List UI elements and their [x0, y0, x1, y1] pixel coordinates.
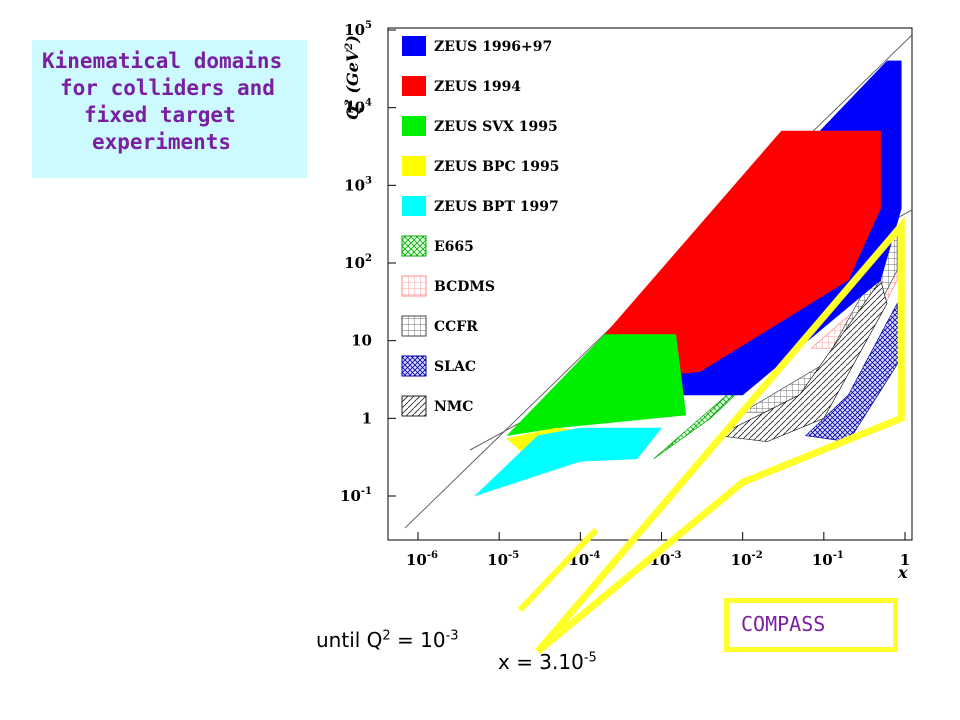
- legend-swatch: [402, 36, 426, 56]
- tick-label: 103: [344, 175, 372, 194]
- compass-region-outline: [535, 216, 905, 654]
- y-axis-ticks: 10-1 1 10 102 103 104 105: [340, 20, 396, 505]
- legend-label: ZEUS 1996+97: [434, 39, 552, 55]
- legend-label: ZEUS BPC 1995: [434, 159, 559, 175]
- tick-label: 1: [362, 409, 372, 427]
- tick-label: 10-2: [731, 550, 763, 569]
- title-box: Kinematical domains for colliders and fi…: [32, 40, 307, 178]
- legend-swatch: [401, 235, 427, 257]
- compass-pointer-line: [517, 527, 599, 613]
- tick-label: 105: [344, 20, 372, 39]
- legend-label: NMC: [434, 399, 473, 415]
- legend-swatch: [401, 395, 427, 417]
- legend-swatch: [402, 156, 426, 176]
- legend-label: E665: [434, 239, 474, 255]
- legend-swatch: [401, 275, 427, 297]
- y-axis-label: Q2 (GeV2): [343, 35, 362, 120]
- tick-label: 104: [344, 98, 372, 117]
- legend-swatch: [401, 355, 427, 377]
- data-regions: [474, 60, 902, 497]
- tick-label: 10-1: [812, 550, 844, 569]
- tick-label: 1: [900, 551, 910, 569]
- x-limit-note: x = 3.10-5: [498, 650, 597, 674]
- legend-swatch: [402, 116, 426, 136]
- region-nmc: [717, 279, 888, 443]
- title-line-2: for colliders and: [60, 76, 275, 100]
- tick-label: 10-1: [340, 486, 372, 505]
- title-line-3: fixed target: [84, 103, 236, 127]
- legend: ZEUS 1996+97 ZEUS 1994 ZEUS SVX 1995 ZEUS B…: [401, 36, 559, 417]
- legend-swatch: [401, 315, 427, 337]
- legend-swatch: [402, 196, 426, 216]
- compass-label: COMPASS: [724, 598, 898, 652]
- legend-label: ZEUS BPT 1997: [434, 199, 559, 215]
- title-line-1: Kinematical domains: [42, 49, 283, 73]
- title-line-4: experiments: [92, 130, 232, 154]
- tick-label: 102: [344, 253, 372, 272]
- x-axis-ticks: 10-6 10-5 10-4 10-3 10-2 10-1 1: [406, 532, 910, 569]
- legend-label: SLAC: [434, 359, 476, 375]
- region-zeus-svx-1995: [506, 334, 687, 436]
- tick-label: 10-5: [487, 550, 519, 569]
- x-axis-label: x: [897, 563, 908, 582]
- q2-limit-note: until Q2 = 10-3: [316, 628, 459, 652]
- legend-label: BCDMS: [434, 279, 495, 295]
- legend-label: ZEUS SVX 1995: [434, 119, 558, 135]
- tick-label: 10-6: [406, 550, 438, 569]
- legend-swatch: [402, 76, 426, 96]
- legend-label: ZEUS 1994: [434, 79, 521, 95]
- tick-label: 10: [351, 332, 372, 350]
- legend-label: CCFR: [434, 319, 478, 335]
- region-zeus-bpt-1997: [474, 427, 663, 497]
